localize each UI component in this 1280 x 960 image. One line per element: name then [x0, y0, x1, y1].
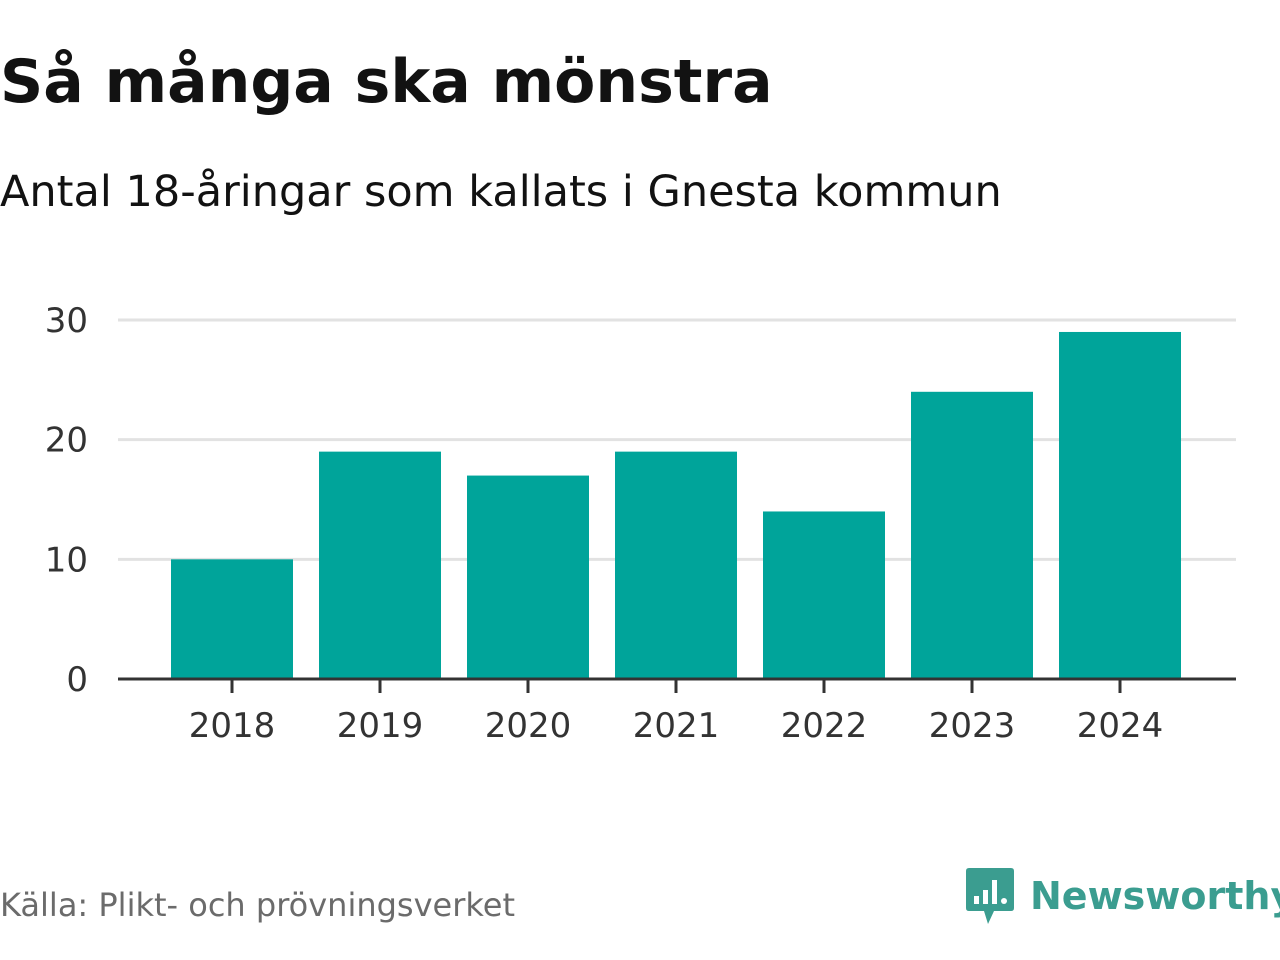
x-tick-label: 2018: [189, 706, 276, 746]
x-tick-label: 2019: [337, 706, 424, 746]
x-tick-label: 2022: [781, 706, 868, 746]
chart-title: Så många ska mönstra: [0, 47, 773, 117]
bar-2020: [467, 475, 589, 679]
bar-2021: [615, 451, 737, 679]
y-tick-labels: 0 10 20 30: [45, 301, 88, 700]
x-tick-label: 2024: [1077, 706, 1164, 746]
x-axis: [118, 677, 1236, 693]
bar-2024: [1059, 331, 1181, 679]
x-tick-label: 2020: [485, 706, 572, 746]
x-tick-label: 2021: [633, 706, 720, 746]
newsworthy-logo-icon: [966, 868, 1014, 924]
brand: Newsworthy: [964, 864, 1280, 928]
bar-2023: [911, 391, 1033, 679]
y-tick-label: 10: [45, 540, 88, 580]
bar-2019: [319, 451, 441, 679]
bar-2018: [171, 559, 293, 679]
y-tick-label: 20: [45, 421, 88, 461]
x-tick-labels: 2018 2019 2020 2021 2022 2023 2024: [189, 706, 1164, 746]
brand-name: Newsworthy: [1030, 874, 1280, 918]
y-tick-label: 30: [45, 301, 88, 341]
source-note: Källa: Plikt- och prövningsverket: [0, 886, 515, 924]
y-tick-label: 0: [66, 660, 88, 700]
chart-subtitle: Antal 18-åringar som kallats i Gnesta ko…: [0, 167, 1002, 217]
bar-2022: [763, 511, 885, 679]
x-tick-label: 2023: [929, 706, 1016, 746]
bars: [171, 331, 1181, 679]
